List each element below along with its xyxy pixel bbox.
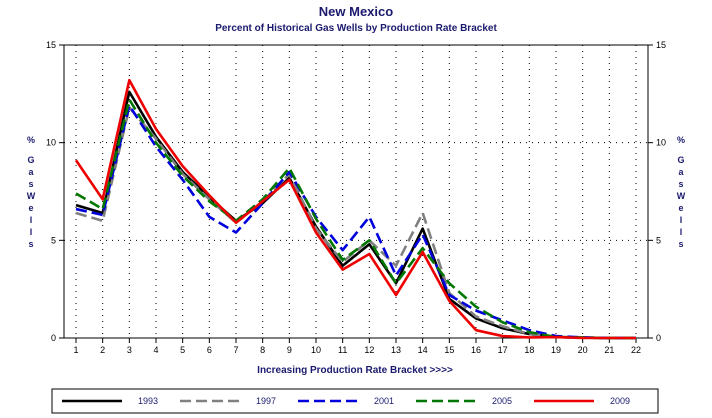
- x-tick-label: 7: [233, 345, 238, 355]
- y-axis-label-right-char: a: [678, 167, 684, 177]
- chart-subtitle: Percent of Historical Gas Wells by Produ…: [215, 23, 497, 34]
- y-axis-label-right-char: s: [678, 239, 683, 249]
- series-line-2001: [75, 104, 636, 340]
- y-axis-label-right-char: e: [678, 203, 683, 213]
- x-tick-label: 16: [471, 345, 481, 355]
- y-tick-label-right: 15: [656, 40, 666, 50]
- y-axis-label-left-char: %: [27, 135, 35, 145]
- series-line-1993: [75, 90, 636, 340]
- x-axis: 1 2 3 4 5 6 7 8 9 10 11 12 13 14 15 16 17 18 19 20 21 22: [73, 338, 641, 355]
- legend: 1993 1997 2001 2005 2009: [62, 396, 630, 406]
- legend-label-1997: 1997: [256, 396, 276, 406]
- series-line-2009: [74, 78, 636, 340]
- legend-box: [51, 388, 659, 414]
- y-axis-label-right-char: l: [680, 215, 683, 225]
- y-axis-label-right-char: W: [677, 191, 686, 201]
- series-lines: [74, 78, 636, 340]
- y-axis-label-left-char: a: [28, 167, 34, 177]
- y-tick-label-left: 15: [46, 40, 56, 50]
- x-tick-label: 5: [180, 345, 185, 355]
- y-axis-label-left-char: s: [28, 179, 33, 189]
- x-tick-label: 10: [311, 345, 321, 355]
- y-tick-label-right: 10: [656, 138, 666, 148]
- x-tick-label: 1: [73, 345, 78, 355]
- plot-frame: [63, 44, 649, 339]
- y-tick-label-left: 10: [46, 138, 56, 148]
- y-tick-label-right: 5: [656, 235, 661, 245]
- y-axis-label-left-char: l: [30, 227, 33, 237]
- legend-label-2009: 2009: [610, 396, 630, 406]
- y-axis-label-right-char: %: [677, 135, 685, 145]
- x-axis-label: Increasing Production Rate Bracket >>>>: [257, 365, 453, 376]
- y-tick-label-right: 0: [656, 333, 661, 343]
- y-tick-label-left: 0: [51, 333, 56, 343]
- y-axis-label-left-char: e: [28, 203, 33, 213]
- y-axis-label-left-char: G: [27, 155, 34, 165]
- grid: [64, 44, 648, 339]
- x-tick-label: 9: [287, 345, 292, 355]
- y-axis-label-left-char: W: [27, 191, 36, 201]
- x-tick-label: 13: [391, 345, 401, 355]
- x-tick-label: 8: [260, 345, 265, 355]
- x-tick-label: 21: [604, 345, 614, 355]
- y-axis-label-right-char: s: [678, 179, 683, 189]
- x-tick-label: 22: [631, 345, 641, 355]
- y-axis-label-right-char: G: [677, 155, 684, 165]
- legend-label-2001: 2001: [374, 396, 394, 406]
- x-tick-label: 18: [524, 345, 534, 355]
- x-tick-label: 17: [498, 345, 508, 355]
- y-axis-label-left-char: l: [30, 215, 33, 225]
- y-axis-label-right-char: l: [680, 227, 683, 237]
- x-tick-label: 12: [364, 345, 374, 355]
- y-axis-label-left-char: s: [28, 239, 33, 249]
- chart-title: New Mexico: [319, 4, 393, 19]
- x-tick-label: 4: [153, 345, 158, 355]
- y-tick-label-left: 5: [51, 235, 56, 245]
- legend-label-2005: 2005: [492, 396, 512, 406]
- x-tick-label: 2: [100, 345, 105, 355]
- x-tick-label: 11: [338, 345, 347, 355]
- x-tick-label: 3: [127, 345, 132, 355]
- x-tick-label: 20: [578, 345, 588, 355]
- x-tick-label: 14: [418, 345, 428, 355]
- series-line-2005: [75, 98, 636, 340]
- x-tick-label: 6: [207, 345, 212, 355]
- x-tick-label: 19: [551, 345, 561, 355]
- legend-label-1993: 1993: [138, 396, 158, 406]
- y-axis: 0 0 5 5 10 10 15 15: [46, 40, 666, 343]
- x-tick-label: 15: [444, 345, 454, 355]
